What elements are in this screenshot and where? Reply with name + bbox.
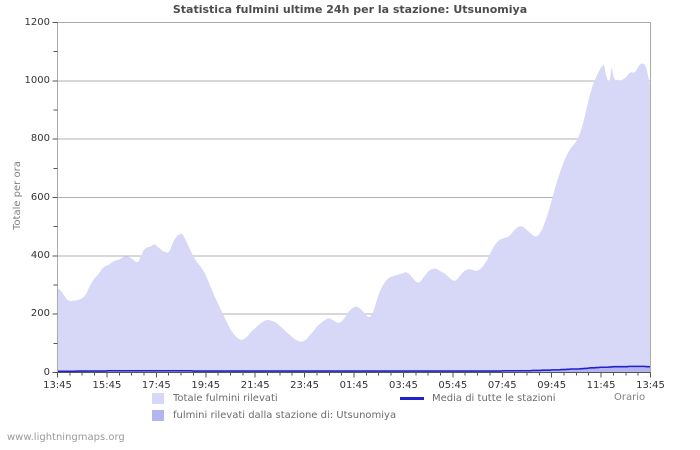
legend-swatch-total: [152, 393, 164, 404]
x-tick-label: 11:45: [586, 379, 616, 391]
legend-item-station: fulmini rilevati dalla stazione di: Utsu…: [152, 410, 396, 421]
footer-attribution: www.lightningmaps.org: [7, 432, 125, 443]
legend-line-mean: [400, 397, 424, 400]
legend-label-mean: Media di tutte le stazioni: [432, 393, 556, 404]
legend-swatch-station: [152, 410, 164, 421]
x-tick-label: 03:45: [388, 379, 418, 391]
legend-item-mean: Media di tutte le stazioni: [400, 393, 556, 404]
y-tick-label: 800: [30, 133, 50, 145]
legend-label-total: Totale fulmini rilevati: [173, 393, 278, 404]
y-tick-label: 400: [30, 249, 50, 261]
x-tick-label: 09:45: [537, 379, 567, 391]
x-tick-label: 13:45: [43, 379, 72, 391]
x-tick-label: 17:45: [141, 379, 171, 391]
x-axis-label: Orario: [614, 392, 646, 403]
x-tick-label: 01:45: [339, 379, 369, 391]
x-tick-label: 07:45: [487, 379, 517, 391]
y-tick-label: 1200: [24, 16, 50, 28]
x-tick-label: 21:45: [240, 379, 270, 391]
x-tick-label: 23:45: [290, 379, 319, 391]
y-tick-label: 600: [30, 191, 50, 203]
x-tick-label: 13:45: [636, 379, 665, 391]
x-tick-label: 19:45: [191, 379, 221, 391]
y-tick-label: 0: [43, 366, 50, 378]
x-tick-label: 05:45: [438, 379, 468, 391]
legend-label-station: fulmini rilevati dalla stazione di: Utsu…: [173, 410, 397, 421]
y-tick-label: 200: [30, 308, 50, 320]
y-tick-label: 1000: [24, 74, 50, 86]
chart-title: Statistica fulmini ultime 24h per la sta…: [172, 3, 528, 16]
legend-item-total: Totale fulmini rilevati: [152, 393, 278, 404]
x-tick-label: 15:45: [92, 379, 122, 391]
